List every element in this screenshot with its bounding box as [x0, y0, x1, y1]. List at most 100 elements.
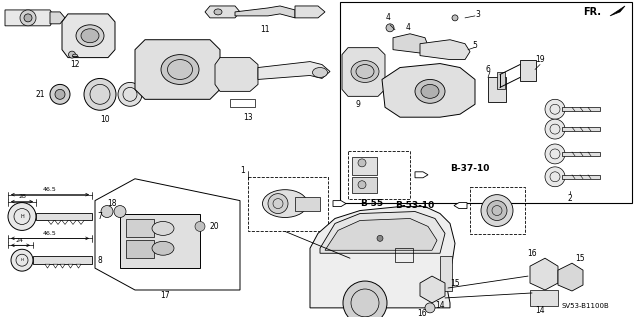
Bar	[126, 240, 154, 258]
Polygon shape	[33, 256, 92, 264]
Circle shape	[545, 167, 565, 187]
Polygon shape	[530, 290, 558, 306]
Text: 3: 3	[476, 11, 481, 19]
Circle shape	[195, 221, 205, 231]
Polygon shape	[78, 220, 84, 225]
Text: 4: 4	[406, 23, 410, 32]
Text: 15: 15	[450, 278, 460, 287]
Ellipse shape	[312, 68, 328, 78]
Bar	[230, 99, 255, 107]
Polygon shape	[5, 10, 55, 26]
Bar	[348, 151, 410, 199]
Ellipse shape	[415, 79, 445, 103]
Text: B-55: B-55	[360, 199, 383, 208]
Polygon shape	[562, 152, 600, 156]
Polygon shape	[68, 264, 73, 268]
Circle shape	[50, 85, 70, 104]
Text: 28: 28	[18, 194, 26, 199]
Polygon shape	[70, 220, 76, 225]
Circle shape	[452, 15, 458, 21]
Bar	[497, 71, 505, 89]
Text: 18: 18	[108, 199, 116, 208]
Text: 21: 21	[35, 90, 45, 99]
Polygon shape	[60, 264, 65, 268]
Text: 2: 2	[568, 194, 572, 203]
Text: 5: 5	[472, 41, 477, 50]
Text: 12: 12	[70, 60, 80, 69]
Circle shape	[68, 51, 76, 58]
Polygon shape	[320, 211, 445, 253]
Text: 46.5: 46.5	[43, 231, 57, 236]
Ellipse shape	[351, 61, 379, 82]
Polygon shape	[310, 207, 455, 308]
Polygon shape	[215, 58, 258, 91]
Text: 4: 4	[385, 13, 390, 22]
Bar	[470, 187, 525, 234]
Polygon shape	[62, 220, 68, 225]
Bar	[120, 213, 200, 268]
Polygon shape	[235, 6, 295, 18]
Ellipse shape	[72, 54, 77, 57]
Bar	[488, 78, 506, 102]
Polygon shape	[342, 48, 385, 96]
Text: FR.: FR.	[583, 7, 601, 17]
Ellipse shape	[214, 9, 222, 15]
Text: 11: 11	[260, 25, 269, 34]
Text: 6: 6	[486, 65, 490, 74]
Polygon shape	[382, 63, 475, 117]
Polygon shape	[562, 127, 600, 131]
Circle shape	[487, 201, 507, 220]
Text: 15: 15	[575, 254, 585, 263]
Polygon shape	[562, 107, 600, 111]
Circle shape	[84, 78, 116, 110]
Polygon shape	[393, 34, 428, 54]
Bar	[440, 256, 452, 291]
Polygon shape	[50, 12, 65, 24]
Circle shape	[114, 205, 126, 218]
Circle shape	[118, 82, 142, 106]
Polygon shape	[420, 276, 445, 303]
Circle shape	[343, 281, 387, 319]
Polygon shape	[135, 40, 220, 99]
Bar	[352, 157, 377, 175]
Text: SV53-B1100B: SV53-B1100B	[561, 303, 609, 309]
Circle shape	[358, 181, 366, 189]
Ellipse shape	[262, 190, 307, 218]
Circle shape	[545, 119, 565, 139]
Ellipse shape	[152, 241, 174, 255]
Circle shape	[24, 14, 32, 22]
Circle shape	[425, 303, 435, 313]
Circle shape	[481, 195, 513, 226]
Polygon shape	[258, 62, 330, 79]
Text: 10: 10	[100, 115, 110, 124]
Circle shape	[545, 144, 565, 164]
Circle shape	[11, 249, 33, 271]
Text: 7: 7	[97, 212, 102, 221]
Polygon shape	[45, 264, 50, 268]
Circle shape	[55, 89, 65, 99]
Text: 14: 14	[435, 301, 445, 310]
Text: 24: 24	[16, 238, 24, 243]
Polygon shape	[530, 258, 558, 290]
Text: 16: 16	[417, 309, 427, 318]
Polygon shape	[295, 6, 325, 18]
Polygon shape	[454, 203, 467, 209]
Text: 16: 16	[527, 249, 537, 258]
Circle shape	[8, 203, 36, 230]
Polygon shape	[420, 40, 470, 60]
Ellipse shape	[161, 55, 199, 85]
Polygon shape	[48, 220, 54, 225]
Bar	[248, 177, 328, 231]
Text: B-37-10: B-37-10	[450, 164, 490, 173]
Bar	[395, 248, 413, 262]
Circle shape	[545, 99, 565, 119]
Text: 19: 19	[535, 55, 545, 64]
Circle shape	[268, 194, 288, 213]
Polygon shape	[205, 6, 240, 18]
Circle shape	[20, 10, 36, 26]
Circle shape	[101, 205, 113, 218]
Text: 9: 9	[356, 100, 360, 109]
Text: 46.5: 46.5	[43, 187, 57, 192]
Bar	[352, 177, 377, 193]
Bar	[295, 197, 320, 211]
